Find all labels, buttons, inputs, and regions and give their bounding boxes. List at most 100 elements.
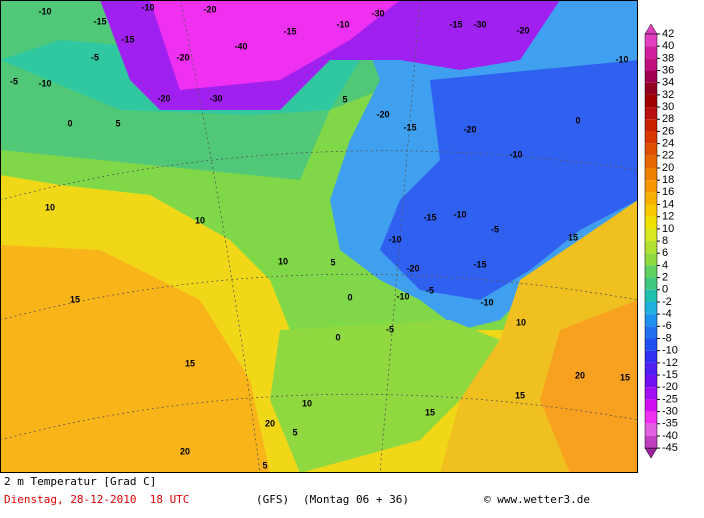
isotherm-label: -5 [91,52,99,62]
isotherm-label: -10 [453,209,466,219]
isotherm-label: 10 [302,398,312,408]
isotherm-label: -15 [449,19,462,29]
isotherm-label: 0 [575,115,580,125]
isotherm-label: -15 [121,34,134,44]
isotherm-label: 15 [70,294,80,304]
isotherm-label: 20 [265,418,275,428]
isotherm-label: -15 [93,16,106,26]
scale-label: -20 [662,381,678,393]
scale-label: 20 [662,162,674,174]
isotherm-label: -20 [376,109,389,119]
isotherm-label: -5 [426,285,434,295]
scale-band [645,265,657,278]
scale-band [645,326,657,339]
scale-label: -8 [662,332,672,344]
isotherm-label: -30 [209,93,222,103]
isotherm-label: -5 [386,324,394,334]
scale-band [645,387,657,400]
isotherm-label: 5 [342,94,347,104]
isotherm-label: -15 [473,259,486,269]
map-title: 2 m Temperatur [Grad C] [4,475,156,488]
scale-arrow [644,23,658,35]
isotherm-label: -15 [423,212,436,222]
scale-band [645,423,657,436]
isotherm-label: 15 [620,372,630,382]
scale-label: -12 [662,357,678,369]
isotherm-label: -20 [157,93,170,103]
isotherm-label: 0 [67,118,72,128]
scale-label: -6 [662,320,672,332]
scale-label: 30 [662,101,674,113]
scale-label: 18 [662,174,674,186]
scale-band [645,338,657,351]
isotherm-label: -10 [336,19,349,29]
scale-band [645,435,657,449]
scale-label: 8 [662,235,668,247]
isotherm-label: -20 [516,25,529,35]
scale-label: 28 [662,113,674,125]
isotherm-label: 0 [347,292,352,302]
isotherm-label: -10 [38,78,51,88]
isotherm-label: 0 [335,332,340,342]
isotherm-label: 15 [515,390,525,400]
scale-label: 22 [662,150,674,162]
isotherm-label: 10 [195,215,205,225]
scale-band [645,131,657,144]
scale-label: 0 [662,284,668,296]
scale-label: -15 [662,369,678,381]
scale-label: -30 [662,405,678,417]
isotherm-label: -5 [491,224,499,234]
isotherm-label: -30 [371,8,384,18]
scale-band [645,192,657,205]
scale-label: 10 [662,223,674,235]
scale-band [645,241,657,254]
isotherm-label: 5 [262,460,267,470]
scale-label: -4 [662,308,672,320]
scale-label: -40 [662,430,678,442]
scale-band [645,46,657,59]
scale-band [645,277,657,290]
scale-band [645,314,657,327]
isotherm-labels: -10 -15 -10 -20 -15 -5 -10 -5 -20 -40 -30 -20 -30 -15… [10,2,630,470]
model-run: (Montag 06 + 36) [303,493,409,506]
scale-label: 16 [662,186,674,198]
scale-band [645,289,657,302]
isotherm-label: -10 [480,297,493,307]
scale-label: 34 [662,77,674,89]
scale-label: 4 [662,259,668,271]
isotherm-label: -20 [463,124,476,134]
isotherm-label: -5 [10,76,18,86]
scale-band [645,253,657,266]
scale-label: 36 [662,64,674,76]
isotherm-label: -10 [38,6,51,16]
isotherm-label: 15 [185,358,195,368]
scale-band [645,204,657,217]
scale-label: 38 [662,52,674,64]
isotherm-label: -20 [203,4,216,14]
scale-band [645,155,657,168]
scale-band [645,362,657,376]
scale-band [645,107,657,120]
isotherm-label: -15 [403,122,416,132]
scale-label: 26 [662,125,674,137]
isotherm-label: -10 [141,2,154,12]
scale-label: 12 [662,211,674,223]
isotherm-label: -10 [396,291,409,301]
isotherm-label: 5 [115,118,120,128]
scale-label: 42 [662,28,674,40]
scale-band [645,82,657,95]
footer: 2 m Temperatur [Grad C] Dienstag, 28-12-… [4,475,590,506]
isotherm-label: -10 [388,234,401,244]
scale-label: -25 [662,393,678,405]
scale-label: 32 [662,89,674,101]
isotherm-label: -20 [406,263,419,273]
scale-band [645,119,657,132]
scale-band [645,180,657,193]
scale-band [645,143,657,156]
isotherm-label: 20 [575,370,585,380]
scale-band [645,301,657,315]
scale-label: -35 [662,418,678,430]
isotherm-label: -30 [473,19,486,29]
isotherm-label: 5 [292,427,297,437]
